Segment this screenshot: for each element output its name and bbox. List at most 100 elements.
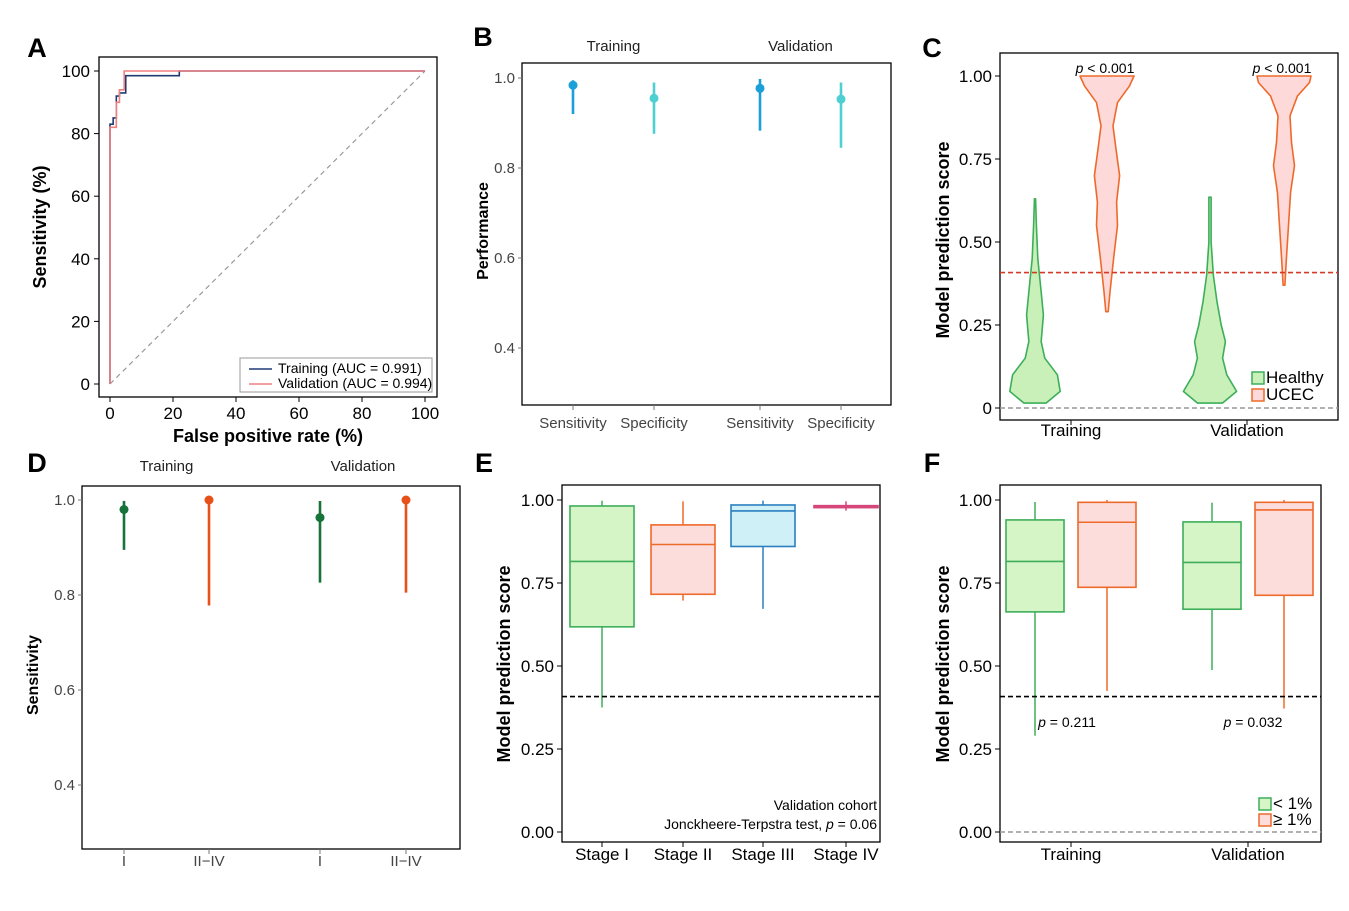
panel-c-ytick-label: 0.25 <box>959 316 992 335</box>
panel-d-xtick-label: I <box>318 853 322 870</box>
panel-c-violin-ucec <box>1079 75 1135 313</box>
panel-a-ytick-label: 100 <box>62 62 90 81</box>
panel-d-point <box>204 495 214 505</box>
panel-b-label: B <box>473 22 493 52</box>
panel-d-point <box>119 505 129 514</box>
panel-d-facet-label: Validation <box>331 458 396 475</box>
panel-c-ytick-label: 0.50 <box>959 233 992 252</box>
panel-c-xtick-label: Training <box>1041 421 1102 440</box>
panel-d-ytick-label: 0.4 <box>54 777 75 794</box>
panel-f-box <box>1077 501 1137 589</box>
panel-b-frame <box>521 62 892 406</box>
panel-d-xtick-label: I <box>122 853 126 870</box>
panel-b-xtick-label: Specificity <box>620 415 688 432</box>
panel-c-legend-label: UCEC <box>1266 385 1314 404</box>
panel-a-xtick-label: 60 <box>290 404 309 423</box>
panel-e-ylabel: Model prediction score <box>494 565 514 762</box>
panel-f-legend-label: < 1% <box>1273 794 1312 813</box>
panel-f-legend-label: ≥ 1% <box>1273 810 1312 829</box>
panel-f-legend-key <box>1258 797 1272 811</box>
panel-a-xtick-label: 40 <box>227 404 246 423</box>
panel-c-violin-ucec <box>1256 75 1312 286</box>
panel-a-xtick-label: 100 <box>411 404 439 423</box>
panel-c-legend-key <box>1251 388 1265 402</box>
panel-f-pvalue: p = 0.032 <box>1223 714 1283 730</box>
panel-b-point <box>649 93 659 103</box>
panel-b-ytick-label: 0.4 <box>494 340 515 357</box>
panel-f-ytick-label: 0.75 <box>959 574 992 593</box>
panel-e-note-test: Jonckheere-Terpstra test, p = 0.06 <box>664 816 877 832</box>
panel-d-frame <box>81 485 461 850</box>
panel-a-label: A <box>27 33 47 63</box>
panel-c-ytick-label: 0 <box>983 399 992 418</box>
panel-d-xtick-label: II−IV <box>390 853 421 870</box>
panel-e-xtick-label: Stage II <box>654 845 713 864</box>
panel-c-xtick-label: Validation <box>1210 421 1283 440</box>
panel-f-ylabel: Model prediction score <box>933 565 953 762</box>
panel-e-ytick-label: 0.25 <box>521 740 554 759</box>
panel-a-xtick-label: 20 <box>164 404 183 423</box>
panel-e-box <box>650 524 716 596</box>
panel-c-violin-healthy <box>1182 196 1238 404</box>
panel-f-box <box>1254 501 1314 597</box>
panel-b-point <box>755 83 765 93</box>
panel-a-ytick-label: 0 <box>81 375 90 394</box>
panel-f-ytick-label: 0.00 <box>959 823 992 842</box>
panel-a-frame <box>98 56 438 398</box>
panel-f-label: F <box>924 448 941 478</box>
panel-e-ytick-label: 0.00 <box>521 823 554 842</box>
panel-b-xtick-label: Sensitivity <box>726 415 794 432</box>
panel-d-ytick-label: 1.0 <box>54 492 75 509</box>
panel-e-ytick-label: 0.50 <box>521 657 554 676</box>
panel-c-violin-healthy <box>1009 198 1061 404</box>
panel-c-pvalue: p < 0.001 <box>1252 60 1312 76</box>
panel-b-facet-label: Training <box>587 38 641 55</box>
panel-e-box <box>730 504 796 548</box>
panel-a-diagonal <box>109 70 426 385</box>
panel-d-ytick-label: 0.8 <box>54 587 75 604</box>
panel-c-ytick-label: 0.75 <box>959 150 992 169</box>
panel-e-ytick-label: 1.00 <box>521 491 554 510</box>
panel-c-frame <box>999 52 1339 421</box>
panel-e-note-cohort: Validation cohort <box>774 797 877 813</box>
panel-e-box <box>569 505 635 628</box>
panel-f-pvalue: p = 0.211 <box>1037 714 1096 730</box>
panel-d-ylabel: Sensitivity <box>25 635 42 715</box>
panel-a-ylabel: Sensitivity (%) <box>30 165 50 288</box>
panel-a-xlabel: False positive rate (%) <box>173 426 363 446</box>
panel-e-xtick-label: Stage I <box>575 845 629 864</box>
panel-f-box <box>1005 519 1065 613</box>
panel-a-xtick-label: 80 <box>353 404 372 423</box>
panel-f-ytick-label: 0.50 <box>959 657 992 676</box>
panel-d-xtick-label: II−IV <box>193 853 224 870</box>
panel-e-ytick-label: 0.75 <box>521 574 554 593</box>
panel-c-legend-label: Healthy <box>1266 368 1324 387</box>
panel-c-ytick-label: 1.00 <box>959 67 992 86</box>
panel-f-box <box>1182 521 1242 611</box>
panel-d-label: D <box>27 448 47 478</box>
panel-b-ytick-label: 0.6 <box>494 250 515 267</box>
panel-a-ytick-label: 60 <box>71 187 90 206</box>
panel-f-frame <box>999 484 1322 843</box>
panel-c-label: C <box>922 33 942 63</box>
panel-a-roc-validation <box>109 70 425 384</box>
panel-b-ytick-label: 1.0 <box>494 70 515 87</box>
panel-b-facet-label: Validation <box>768 38 833 55</box>
panel-c-ylabel: Model prediction score <box>933 141 953 338</box>
panel-b-point <box>836 94 846 104</box>
panel-f-legend-key <box>1258 813 1272 827</box>
panel-e-xtick-label: Stage IV <box>813 845 879 864</box>
panel-e-xtick-label: Stage III <box>731 845 794 864</box>
panel-c-pvalue: p < 0.001 <box>1075 60 1135 76</box>
panel-a-legend-box <box>239 357 433 393</box>
panel-a-legend-label: Validation (AUC = 0.994) <box>278 375 432 391</box>
panel-e-label: E <box>475 448 493 478</box>
panel-a-ytick-label: 40 <box>71 250 90 269</box>
panel-d-point <box>315 513 325 523</box>
panel-f-ytick-label: 0.25 <box>959 740 992 759</box>
panel-b-point <box>568 80 578 90</box>
panel-b-xtick-label: Sensitivity <box>539 415 607 432</box>
panel-f-ytick-label: 1.00 <box>959 491 992 510</box>
panel-d-point <box>401 495 411 505</box>
